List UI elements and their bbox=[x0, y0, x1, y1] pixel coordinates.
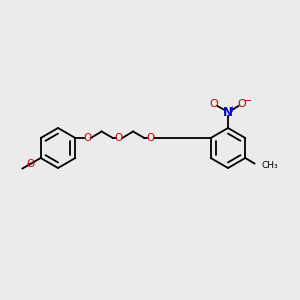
Text: N: N bbox=[223, 106, 233, 119]
Text: −: − bbox=[243, 96, 253, 106]
Text: +: + bbox=[229, 106, 236, 115]
Text: O: O bbox=[83, 133, 92, 143]
Text: O: O bbox=[238, 99, 246, 109]
Text: CH₃: CH₃ bbox=[261, 160, 278, 169]
Text: O: O bbox=[26, 159, 34, 169]
Text: O: O bbox=[146, 133, 154, 143]
Text: O: O bbox=[210, 99, 218, 109]
Text: O: O bbox=[115, 133, 123, 143]
